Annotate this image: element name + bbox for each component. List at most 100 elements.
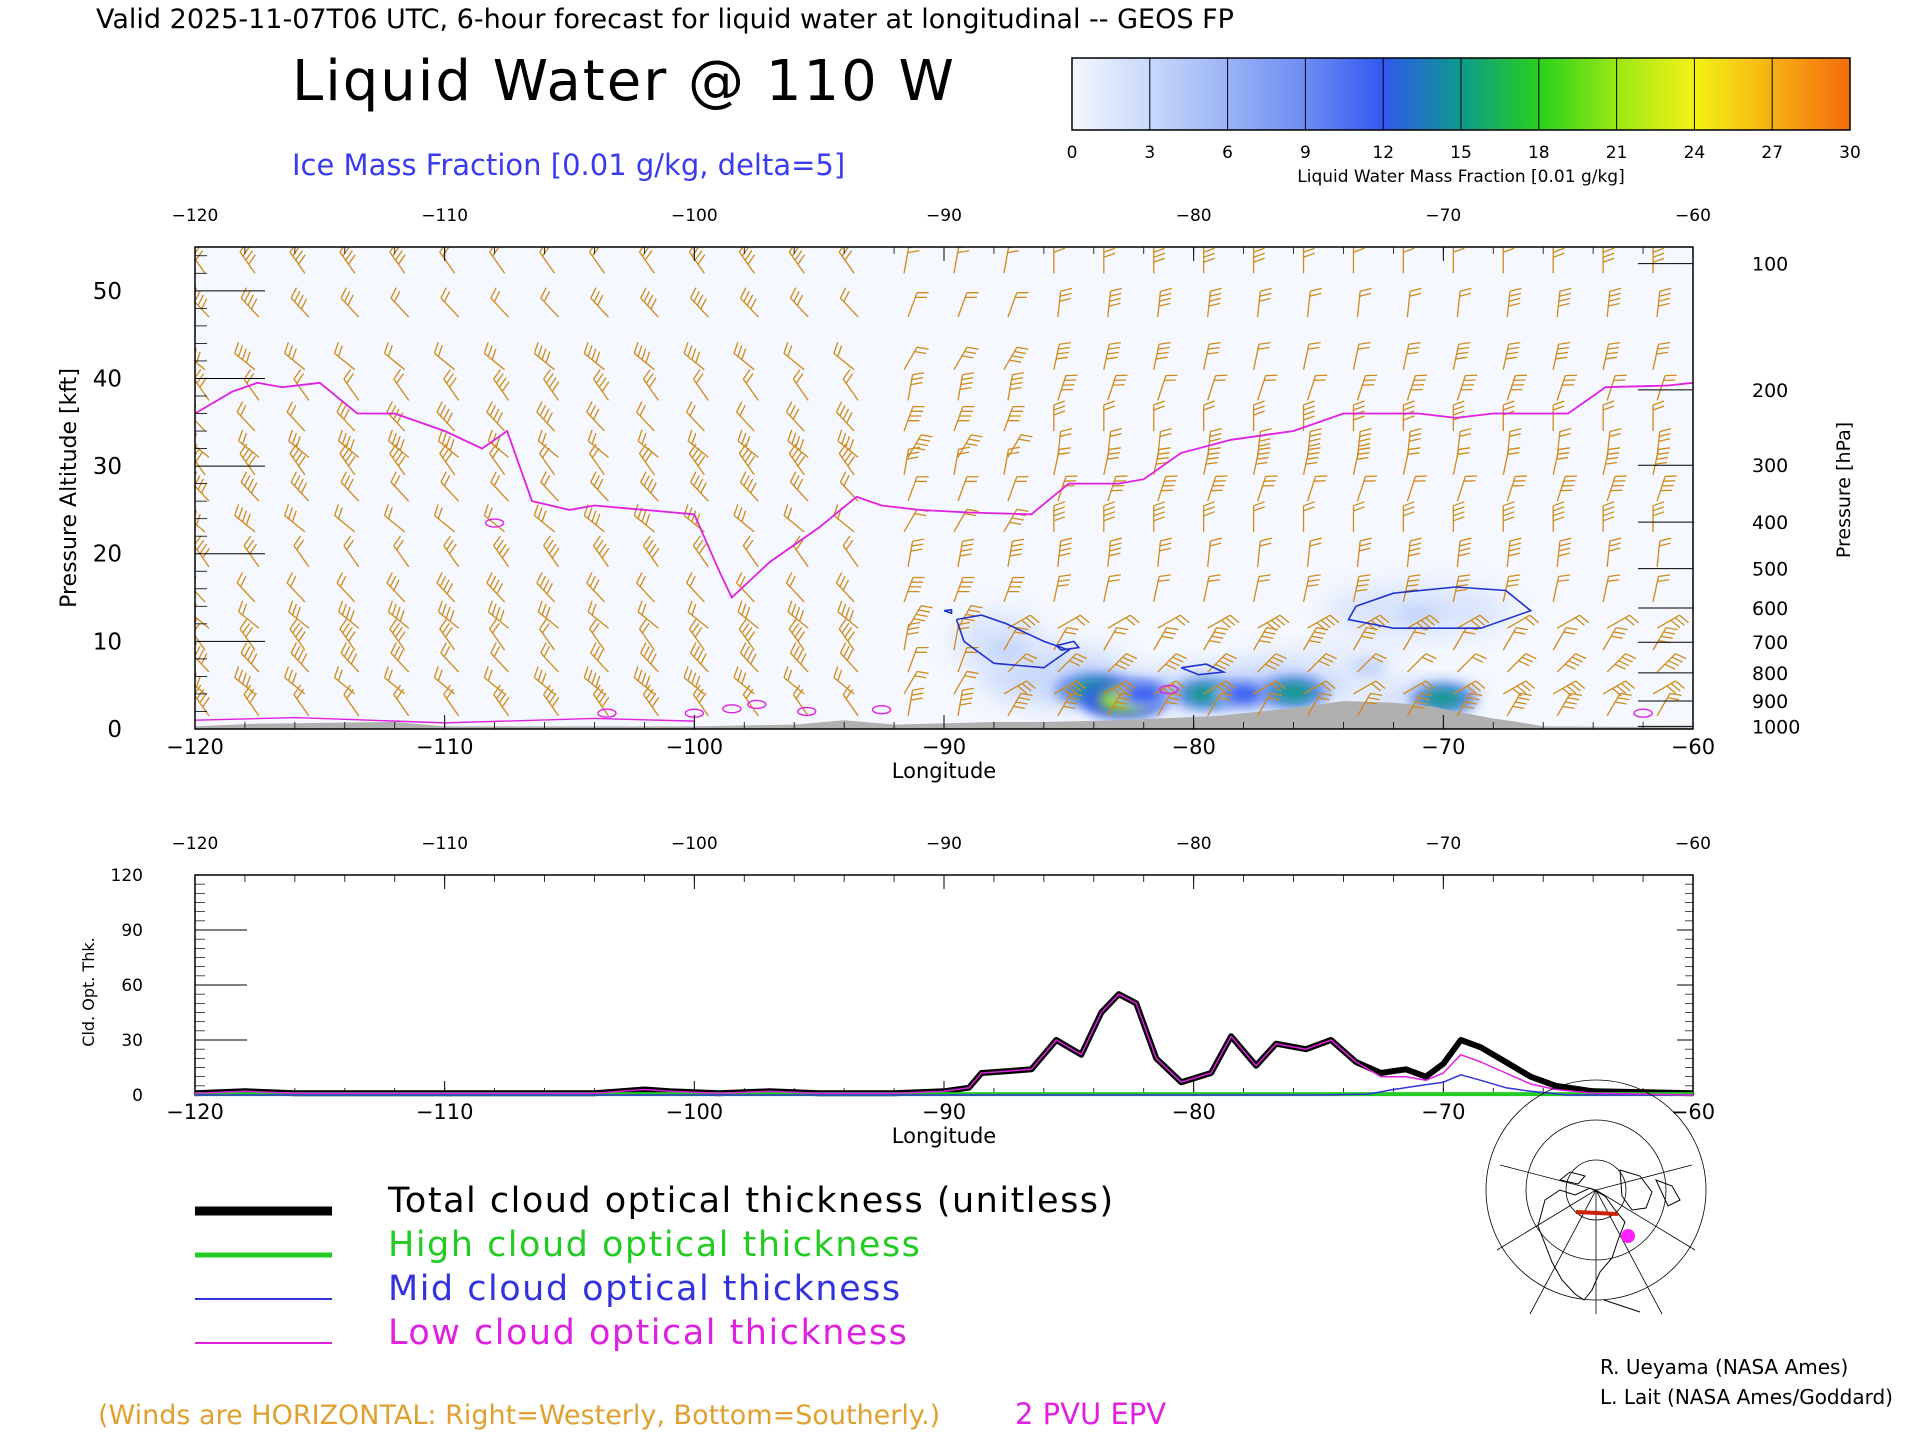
main-pressure-tick-label: 100 (1752, 254, 1788, 276)
colorbar-tick-label: 9 (1300, 143, 1311, 163)
wind-barb (907, 605, 933, 629)
wind-barb (637, 600, 659, 629)
wind-barb (1552, 501, 1565, 532)
colorbar-cell (1616, 58, 1695, 130)
wind-barb (1302, 501, 1315, 532)
wind-barb (239, 618, 256, 651)
wind-barb (1502, 447, 1521, 475)
wind-barb (1352, 574, 1371, 603)
wind-barb (1602, 447, 1621, 475)
wind-barb (1357, 653, 1387, 673)
wind-barb (1402, 501, 1415, 532)
main-pressure-tick-label: 1000 (1752, 716, 1800, 738)
wind-barb (339, 247, 356, 274)
wind-barb (1256, 287, 1272, 318)
legend-label-low: Low cloud optical thickness (388, 1313, 908, 1353)
wind-barb (837, 600, 859, 629)
wind-barb (243, 535, 260, 568)
wind-barb (1057, 287, 1073, 318)
wind-barb (1502, 626, 1528, 651)
wind-barb (1556, 475, 1577, 502)
main-x-tick-label-bottom: −100 (665, 735, 723, 759)
wind-barb (1252, 447, 1271, 475)
wind-barb (839, 287, 859, 318)
wind-barb (1107, 537, 1123, 567)
wind-barb (1053, 400, 1066, 432)
wind-barb (493, 684, 510, 717)
ice-contour (1347, 586, 1533, 629)
epv-2pvu-line (195, 381, 1693, 599)
wind-barb (1302, 247, 1315, 274)
bottom-x-tick-label-top: −110 (421, 834, 468, 854)
wind-barb (439, 618, 456, 651)
wind-barb (1656, 692, 1682, 717)
wind-barb (1207, 537, 1222, 567)
wind-barb (1057, 653, 1088, 673)
wind-barb (1303, 680, 1336, 695)
colorbar-tick-label: 27 (1761, 143, 1783, 163)
wind-barb (1003, 576, 1025, 603)
wind-barb (1457, 614, 1490, 629)
wind-barb (1103, 341, 1121, 370)
wind-barb (286, 401, 306, 432)
wind-barb (957, 292, 979, 318)
wind-barb (339, 443, 356, 476)
wind-barb (1406, 374, 1428, 401)
wind-barb (1157, 537, 1172, 567)
wind-barb (1656, 614, 1689, 629)
colorbar-cells (1072, 58, 1851, 130)
wind-barb (1053, 447, 1071, 475)
wind-barb (489, 443, 506, 476)
wind-barb (1203, 680, 1236, 695)
main-pressure-tick-label: 900 (1752, 691, 1788, 713)
wind-barb (1153, 574, 1171, 603)
wind-barb (1606, 287, 1622, 318)
bottom-y-tick-label: 120 (111, 866, 143, 886)
wind-barb (1602, 680, 1636, 697)
wind-barb (1103, 501, 1116, 532)
ice-contours (943, 586, 1533, 676)
main-x-tick-label-top: −60 (1675, 206, 1711, 226)
epv-fragment (796, 706, 817, 717)
wind-barb (393, 369, 410, 401)
wind-barb (739, 471, 759, 502)
wind-barb (240, 287, 260, 318)
wind-barb (536, 572, 556, 603)
main-panel: −120 −120 −110 −110 −100 −100 −90 −90 −80 −80 −70 −… (57, 206, 1855, 783)
wind-barb (1252, 341, 1271, 370)
wind-barb (1356, 374, 1378, 401)
main-x-tick-label-top: −70 (1425, 206, 1461, 226)
wind-barb (953, 670, 979, 695)
wind-barb (1452, 447, 1471, 475)
wind-barb (1107, 475, 1128, 502)
wind-barb (1552, 626, 1578, 651)
wind-barb (383, 504, 406, 533)
map-cross-section-track (1575, 1210, 1619, 1216)
wind-barb (742, 369, 759, 401)
wind-barb (1652, 247, 1665, 274)
wind-barb (1007, 653, 1038, 673)
bottom-x-tick-label-top: −70 (1425, 834, 1461, 854)
wind-barb (383, 342, 406, 371)
wind-barb (436, 401, 456, 432)
wind-barb (903, 576, 925, 603)
wind-barb (1352, 447, 1371, 475)
wind-barb (1506, 537, 1522, 567)
main-x-tick-label-bottom: −90 (922, 735, 966, 759)
wind-barb (692, 535, 709, 568)
wind-barb (1153, 501, 1165, 532)
wind-barb (1252, 400, 1265, 432)
wind-barb (1003, 626, 1029, 651)
epv-fragment (597, 708, 617, 718)
wind-barb (1352, 247, 1365, 274)
epv-surface-line (195, 716, 695, 724)
wind-barb (1452, 247, 1465, 274)
colorbar-frame (1071, 57, 1851, 131)
main-y-tick-label: 0 (107, 717, 122, 743)
wind-barb (389, 618, 406, 651)
bottom-y-tick-label: 90 (121, 921, 143, 941)
legend-label-mid: Mid cloud optical thickness (388, 1269, 902, 1309)
wind-barb (1652, 447, 1671, 475)
wind-barb (1007, 476, 1029, 502)
wind-barb (953, 576, 975, 603)
